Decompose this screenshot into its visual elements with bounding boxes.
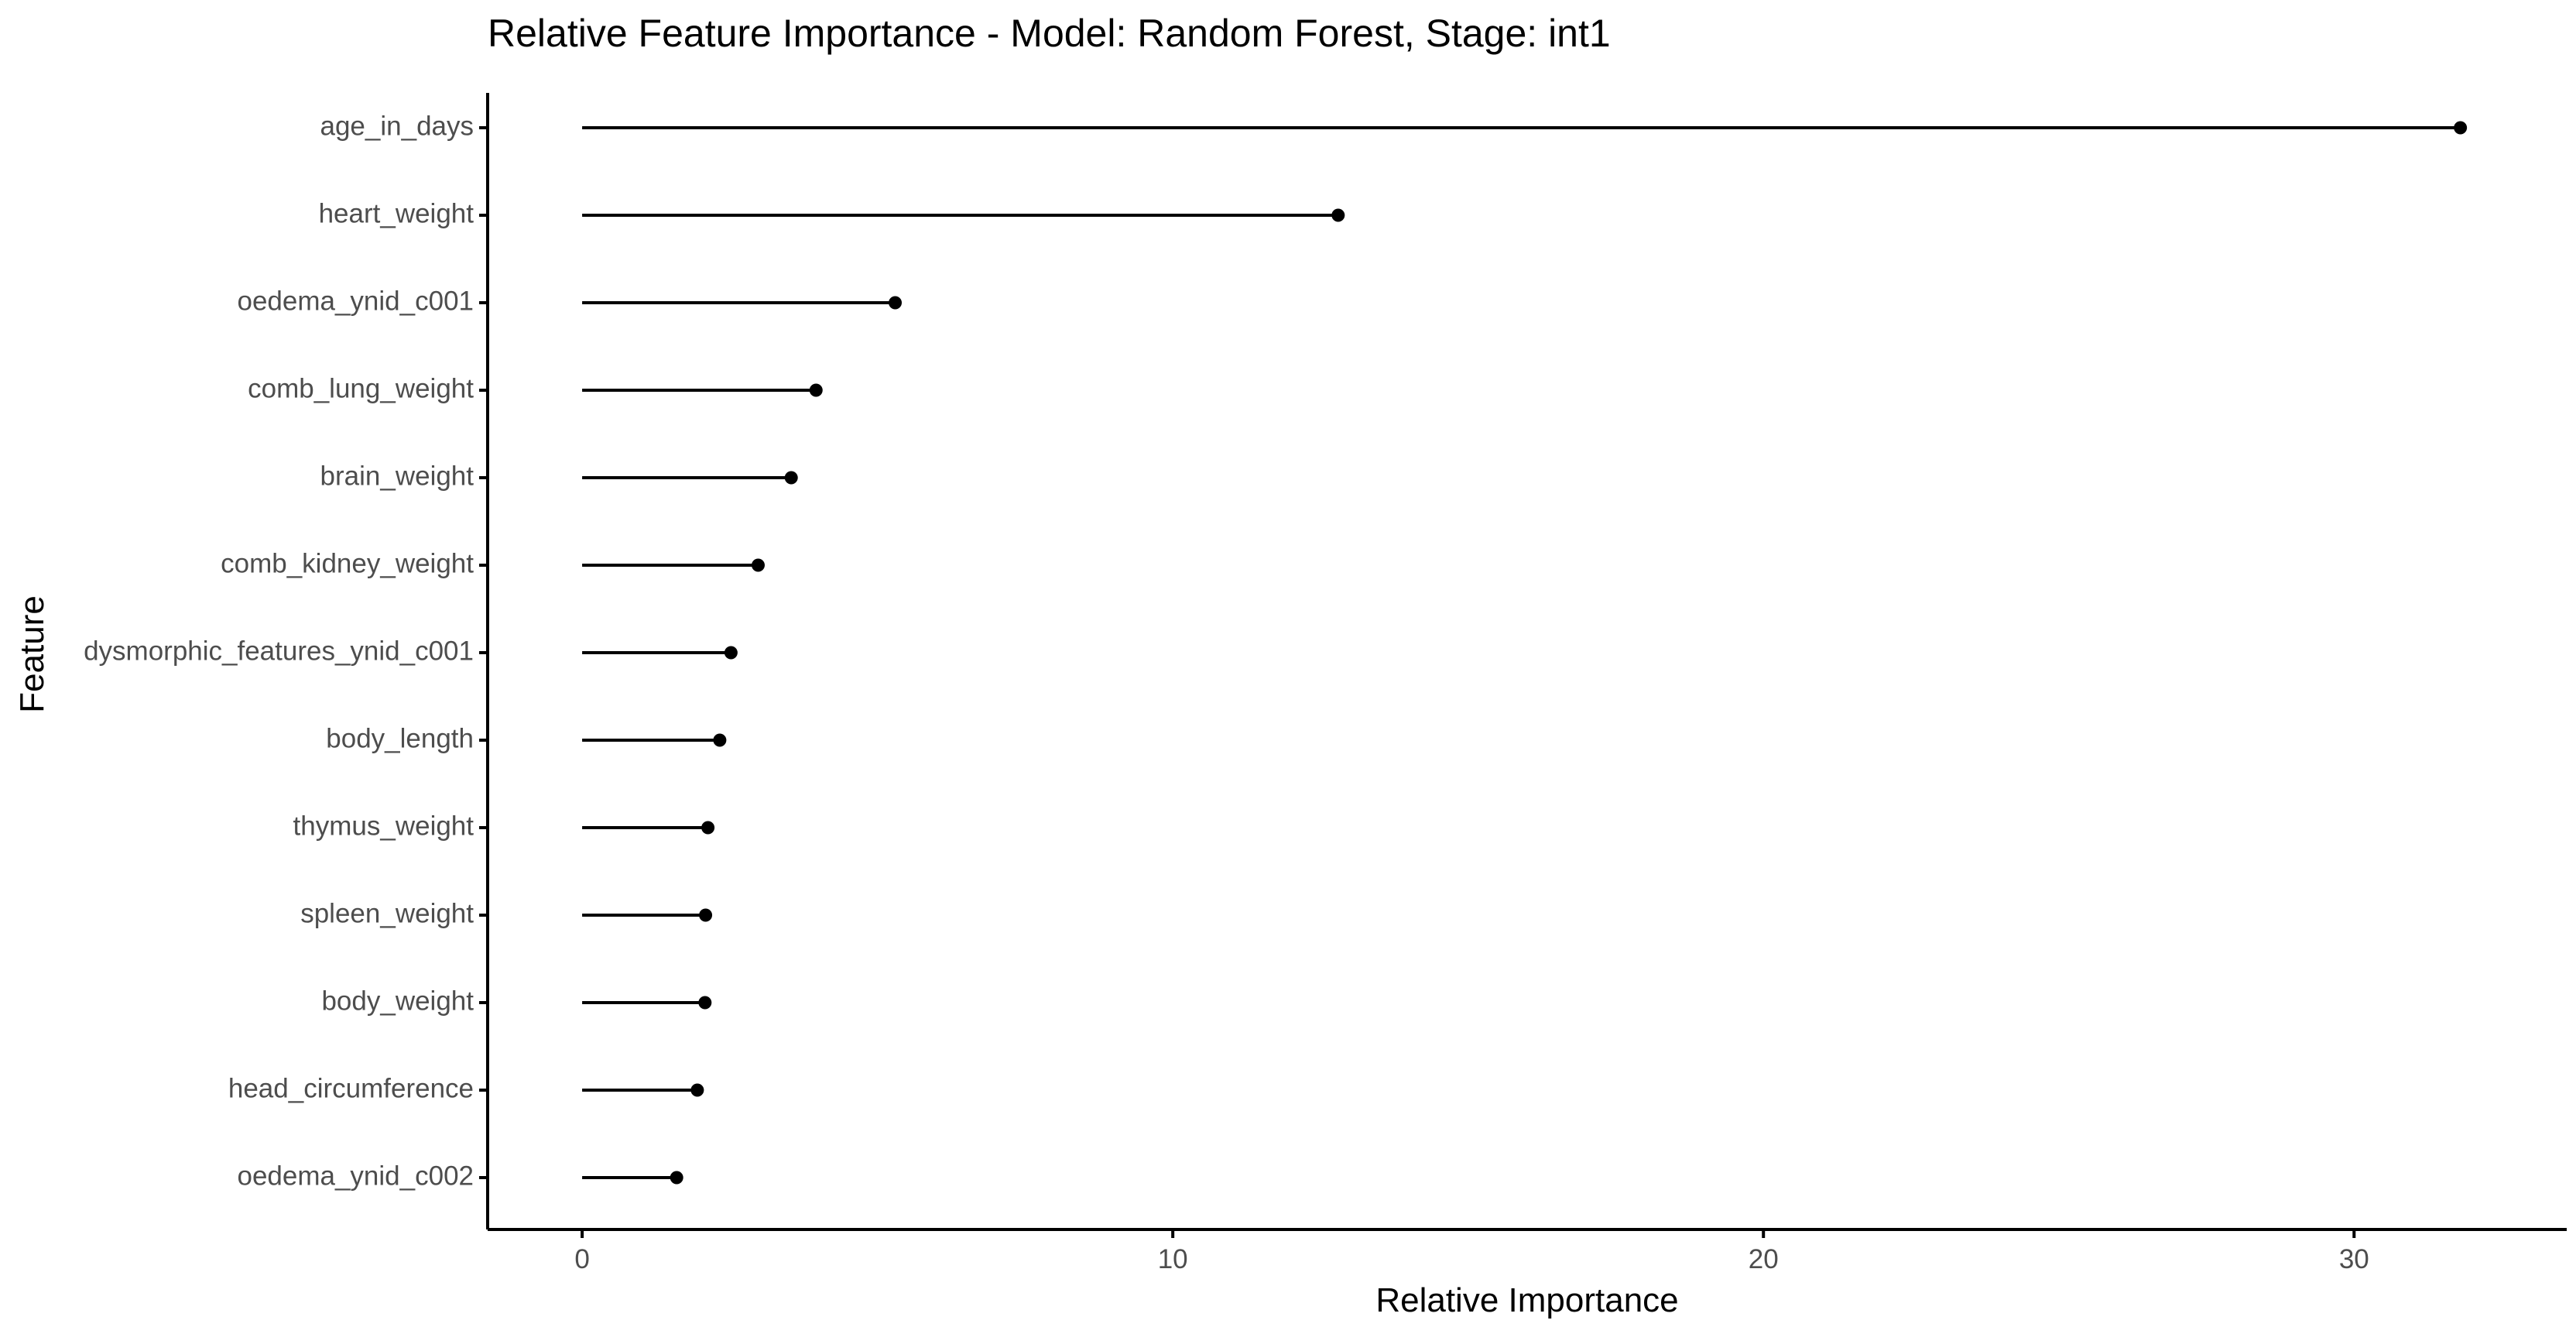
lollipop-point — [2454, 121, 2468, 135]
y-tick-label: body_weight — [321, 986, 474, 1016]
lollipop-point — [889, 296, 903, 310]
lollipop-point — [701, 821, 715, 835]
lollipop-point — [698, 996, 712, 1010]
y-tick-label: age_in_days — [320, 111, 474, 141]
lollipop-point — [751, 558, 765, 572]
y-tick-label: dysmorphic_features_ynid_c001 — [84, 636, 474, 666]
x-tick-label: 20 — [1749, 1244, 1779, 1274]
y-tick-label: oedema_ynid_c002 — [237, 1161, 474, 1191]
marks — [582, 121, 2468, 1185]
y-tick-label: thymus_weight — [293, 811, 474, 841]
y-tick-label: oedema_ynid_c001 — [237, 286, 474, 316]
lollipop-point — [670, 1171, 683, 1185]
x-tick-label: 10 — [1158, 1244, 1188, 1274]
y-tick-label: body_length — [326, 723, 474, 753]
y-tick-label: brain_weight — [320, 461, 474, 491]
y-tick-label: comb_lung_weight — [248, 373, 474, 403]
y-tick-label: comb_kidney_weight — [221, 548, 474, 578]
lollipop-point — [690, 1083, 704, 1097]
y-axis-label: Feature — [13, 595, 51, 713]
x-axis-label: Relative Importance — [1375, 1281, 1678, 1319]
lollipop-point — [713, 733, 727, 747]
y-tick-label: heart_weight — [319, 198, 474, 228]
y-tick-label: spleen_weight — [300, 898, 474, 928]
lollipop-point — [1331, 208, 1345, 222]
axes — [486, 93, 2567, 1231]
x-tick-label: 0 — [574, 1244, 589, 1274]
lollipop-point — [784, 471, 798, 485]
x-tick-label: 30 — [2339, 1244, 2369, 1274]
lollipop-point — [809, 383, 823, 397]
lollipop-point — [724, 646, 738, 660]
x-ticks: 0 10 20 30 — [574, 1229, 2369, 1274]
y-tick-label: head_circumference — [228, 1073, 474, 1103]
lollipop-point — [699, 908, 713, 922]
y-ticks: age_in_days heart_weight oedema_ynid_c001c… — [84, 111, 488, 1191]
chart-title: Relative Feature Importance - Model: Ran… — [488, 12, 1611, 55]
